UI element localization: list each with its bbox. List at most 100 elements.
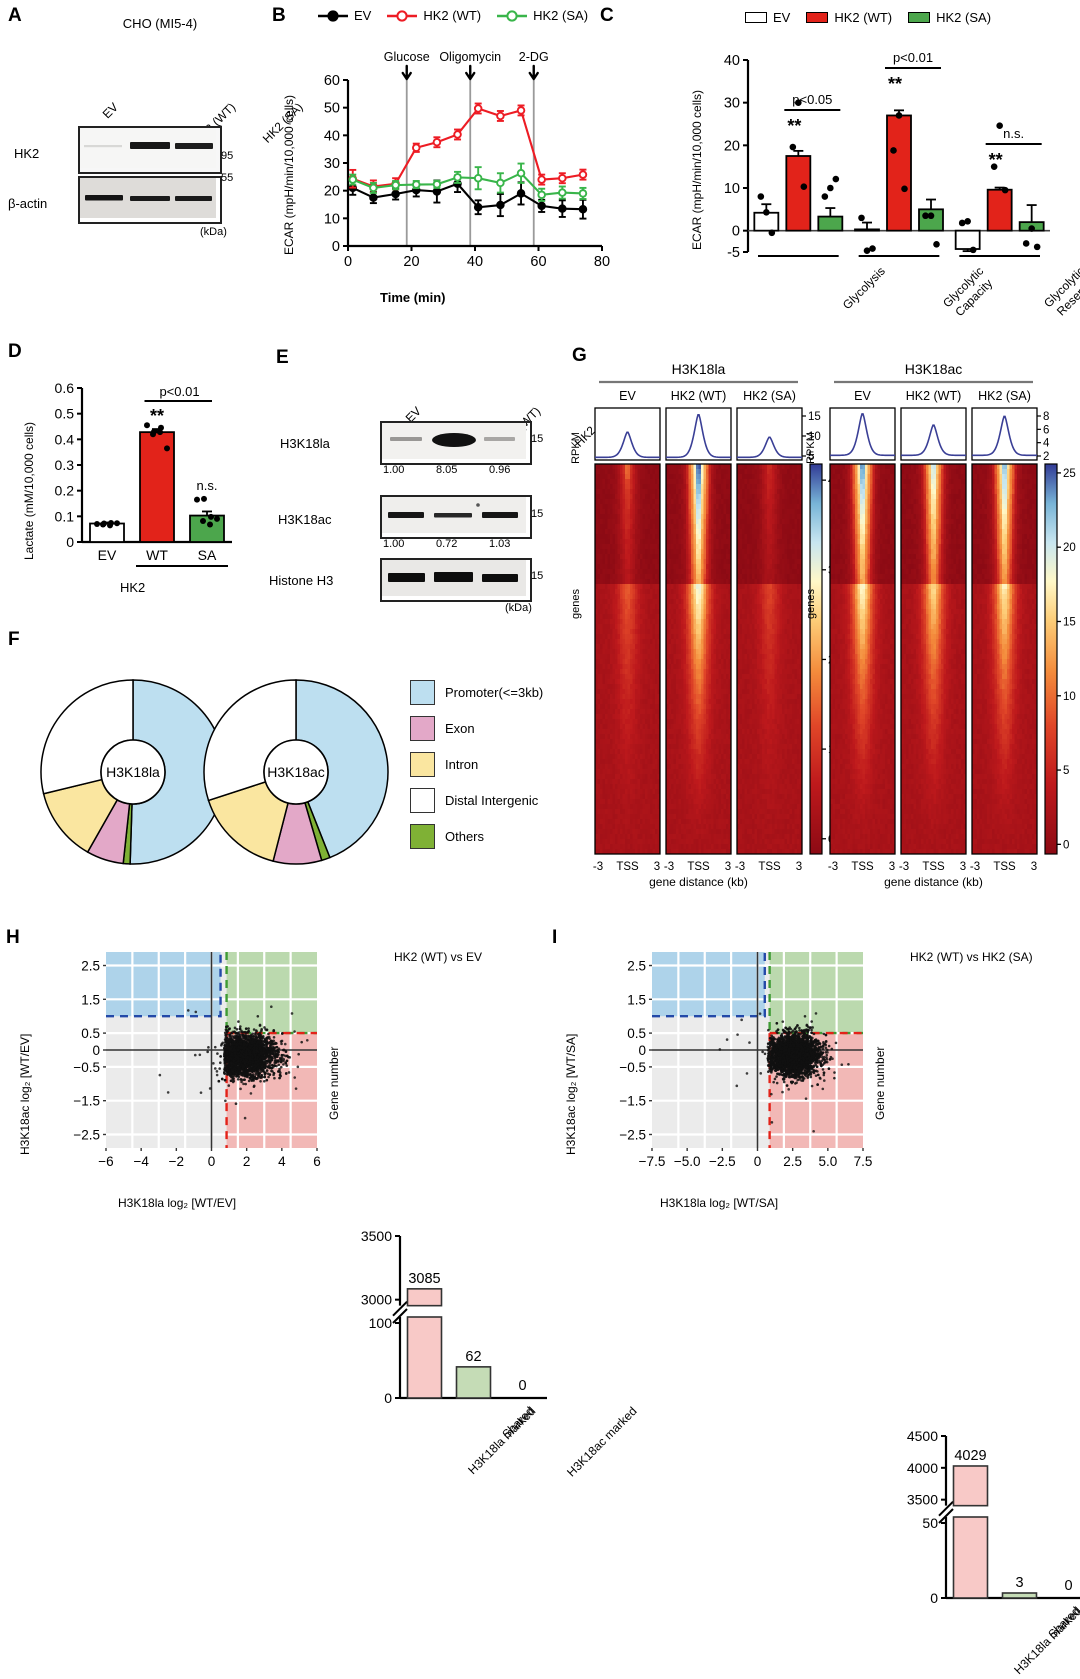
panel-e-marker-ac: 15 bbox=[531, 508, 543, 520]
svg-text:**: ** bbox=[150, 406, 164, 426]
panel-a-letter: A bbox=[8, 6, 22, 25]
svg-text:40: 40 bbox=[467, 254, 483, 270]
panel-a-row-label-hk2: HK2 bbox=[14, 146, 39, 161]
svg-text:60: 60 bbox=[324, 73, 340, 89]
legend-label-c-ev: EV bbox=[773, 10, 790, 25]
svg-text:H3K18ac: H3K18ac bbox=[267, 764, 325, 780]
svg-text:50: 50 bbox=[324, 101, 340, 117]
panel-i-letter: I bbox=[552, 928, 557, 947]
panel-c-ylabel: ECAR (mpH/min/10,000 cells) bbox=[690, 90, 704, 250]
legend-swatch-promoter bbox=[410, 680, 435, 705]
svg-text:30: 30 bbox=[324, 156, 340, 172]
legend-label-promoter: Promoter(<=3kb) bbox=[445, 685, 543, 700]
quant-la-sa: 0.96 bbox=[489, 464, 510, 476]
svg-text:n.s.: n.s. bbox=[1003, 126, 1024, 141]
legend-label-c-sa: HK2 (SA) bbox=[936, 10, 991, 25]
panel-c-legend: EV HK2 (WT) HK2 (SA) bbox=[745, 10, 991, 25]
svg-text:0.3: 0.3 bbox=[55, 457, 75, 473]
blot-h3k18ac bbox=[380, 495, 532, 539]
svg-text:2-DG: 2-DG bbox=[519, 50, 549, 64]
panel-e-marker-h3: 15 bbox=[531, 570, 543, 582]
svg-text:0: 0 bbox=[66, 534, 74, 550]
legend-label-sa: HK2 (SA) bbox=[533, 8, 588, 23]
svg-text:HK2 (WT): HK2 (WT) bbox=[671, 389, 727, 403]
svg-text:60: 60 bbox=[530, 254, 546, 270]
svg-text:0: 0 bbox=[332, 239, 340, 255]
svg-text:RPKM: RPKM bbox=[570, 432, 582, 464]
svg-text:40: 40 bbox=[724, 53, 740, 69]
svg-text:Glucose: Glucose bbox=[384, 50, 430, 64]
panel-d-group-label: HK2 bbox=[120, 580, 145, 595]
panel-i-xlabel: H3K18la log₂ [WT/SA] bbox=[660, 1196, 778, 1210]
legend-item-distal: Distal Intergenic bbox=[410, 788, 543, 813]
legend-swatch-exon bbox=[410, 716, 435, 741]
svg-text:p<0.05: p<0.05 bbox=[792, 92, 832, 107]
legend-swatch-others bbox=[410, 824, 435, 849]
blot-histoneh3 bbox=[380, 558, 532, 602]
legend-swatch-distal bbox=[410, 788, 435, 813]
bar-category-2: H3K18ac marked bbox=[564, 1404, 639, 1479]
panel-h-bar-title: HK2 (WT) vs EV bbox=[394, 950, 482, 964]
panel-d-ylabel: Lactate (mM/10,000 cells) bbox=[22, 422, 36, 560]
panel-e-row-label-ac: H3K18ac bbox=[278, 512, 331, 527]
svg-text:0: 0 bbox=[344, 254, 352, 270]
blot-hk2 bbox=[78, 126, 222, 174]
legend-label-c-wt: HK2 (WT) bbox=[834, 10, 892, 25]
svg-text:20: 20 bbox=[324, 184, 340, 200]
panel-e-marker-la: 15 bbox=[531, 433, 543, 445]
legend-item-sa: HK2 (SA) bbox=[497, 8, 588, 23]
panel-h-letter: H bbox=[6, 928, 20, 947]
panel-b-xlabel: Time (min) bbox=[380, 290, 446, 305]
svg-text:10: 10 bbox=[724, 181, 740, 197]
panel-f-letter: F bbox=[8, 630, 20, 649]
svg-text:3: 3 bbox=[654, 861, 660, 873]
panel-e-row-label-h3: Histone H3 bbox=[269, 573, 333, 588]
quant-ac-sa: 1.03 bbox=[489, 538, 510, 550]
legend-label-wt: HK2 (WT) bbox=[423, 8, 481, 23]
quant-ac-wt: 0.72 bbox=[436, 538, 457, 550]
panel-d-letter: D bbox=[8, 342, 22, 361]
legend-item-c-sa: HK2 (SA) bbox=[908, 10, 991, 25]
svg-text:p<0.01: p<0.01 bbox=[893, 50, 933, 65]
panel-b-legend: EV HK2 (WT) HK2 (SA) bbox=[318, 8, 588, 23]
quant-la-ev: 1.00 bbox=[383, 464, 404, 476]
panel-a-marker-55: 55 bbox=[221, 172, 233, 184]
legend-label-exon: Exon bbox=[445, 721, 475, 736]
lane-label-ev: EV bbox=[100, 100, 121, 121]
legend-swatch-sa bbox=[908, 12, 930, 23]
panel-i-ylabel: H3K18ac log₂ [WT/SA] bbox=[564, 1034, 578, 1155]
legend-label-others: Others bbox=[445, 829, 484, 844]
svg-text:-3: -3 bbox=[593, 861, 603, 873]
legend-item-c-ev: EV bbox=[745, 10, 790, 25]
svg-text:30: 30 bbox=[724, 96, 740, 112]
legend-item-c-wt: HK2 (WT) bbox=[806, 10, 892, 25]
svg-text:20: 20 bbox=[403, 254, 419, 270]
legend-item-exon: Exon bbox=[410, 716, 543, 741]
legend-item-promoter: Promoter(<=3kb) bbox=[410, 680, 543, 705]
svg-text:0.5: 0.5 bbox=[55, 406, 75, 422]
panel-e-letter: E bbox=[276, 348, 289, 367]
legend-swatch-wt bbox=[806, 12, 828, 23]
svg-text:**: ** bbox=[787, 116, 801, 136]
svg-text:0: 0 bbox=[732, 224, 740, 240]
quant-la-wt: 8.05 bbox=[436, 464, 457, 476]
svg-text:20: 20 bbox=[724, 138, 740, 154]
panel-a-unit: (kDa) bbox=[200, 226, 227, 238]
panel-e-unit: (kDa) bbox=[505, 602, 532, 614]
panel-i-bar-ylabel: Gene number bbox=[873, 1047, 887, 1120]
svg-text:-3: -3 bbox=[664, 861, 674, 873]
svg-text:80: 80 bbox=[594, 254, 610, 270]
svg-text:WT: WT bbox=[146, 547, 168, 563]
panel-h-bar-ylabel: Gene number bbox=[327, 1047, 341, 1120]
svg-text:TSS: TSS bbox=[687, 861, 710, 873]
svg-text:10: 10 bbox=[324, 211, 340, 227]
panel-h-ylabel: H3K18ac log₂ [WT/EV] bbox=[18, 1034, 32, 1155]
svg-text:0.2: 0.2 bbox=[55, 483, 75, 499]
